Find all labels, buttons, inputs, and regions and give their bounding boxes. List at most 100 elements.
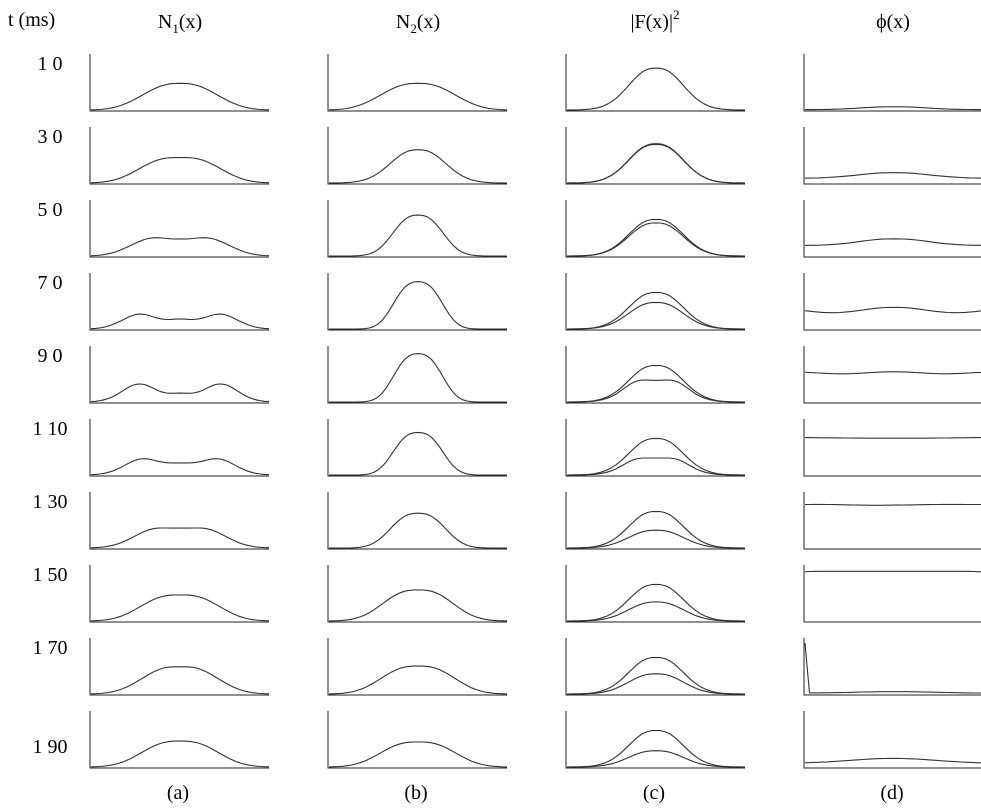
axis-f-squared-row-4 [565, 273, 745, 331]
panels [89, 54, 981, 769]
curve-f-squared-row-3-1 [566, 218, 746, 257]
axis-phi-row-2 [803, 127, 981, 185]
curve-f-squared-row-5-2 [567, 379, 745, 403]
axis-n2-row-5 [327, 346, 507, 404]
axis-f-squared-row-7 [565, 492, 745, 550]
curve-phi-row-4-1 [804, 306, 981, 314]
axis-n2-row-9 [327, 638, 507, 696]
curve-phi-row-1-1 [805, 106, 981, 111]
axis-n1-row-7 [89, 492, 269, 550]
curve-n1-row-7-1 [90, 527, 270, 549]
curve-n1-row-10-1 [90, 740, 270, 768]
curve-f-squared-row-2-2 [566, 143, 746, 184]
curve-f-squared-row-4-1 [566, 291, 746, 330]
row-label-70: 7 0 [38, 272, 63, 294]
axis-n2-row-1 [327, 54, 507, 112]
axis-phi-row-1 [803, 54, 981, 112]
axis-n1-row-1 [89, 54, 269, 112]
curve-f-squared-row-6-2 [567, 457, 745, 476]
axis-phi-row-5 [803, 346, 981, 404]
axis-n2-row-10 [327, 711, 507, 769]
curve-n1-row-4-1 [90, 313, 270, 330]
axis-n1-row-2 [89, 127, 269, 185]
axis-f-squared-row-10 [565, 711, 745, 769]
curve-n1-row-2-1 [90, 157, 270, 184]
curve-f-squared-row-7-1 [566, 510, 746, 549]
curve-phi-row-2-1 [804, 172, 981, 179]
axis-n1-row-4 [89, 273, 269, 331]
row-label-150: 1 50 [33, 564, 68, 586]
axis-n2-row-2 [327, 127, 507, 185]
curve-n2-row-9-1 [328, 665, 508, 695]
curve-phi-row-5-1 [804, 371, 981, 375]
curve-n1-row-3-1 [90, 237, 270, 257]
curve-f-squared-row-10-2 [567, 750, 745, 768]
axis-phi-row-3 [803, 200, 981, 258]
column-header-n2: N2(x) [396, 11, 440, 36]
axis-n2-row-7 [327, 492, 507, 550]
curve-f-squared-row-1-1 [566, 67, 746, 111]
axis-n2-row-3 [327, 200, 507, 258]
axis-n2-row-6 [327, 419, 507, 477]
axis-f-squared-row-5 [565, 346, 745, 404]
axis-phi-row-6 [803, 419, 981, 477]
curve-n2-row-1-1 [328, 82, 508, 111]
column-header-n1: N1(x) [158, 11, 202, 36]
row-label-10: 1 0 [38, 53, 63, 75]
axis-n1-row-3 [89, 200, 269, 258]
axis-phi-row-9 [803, 638, 981, 696]
curve-f-squared-row-8-2 [567, 601, 745, 622]
curve-f-squared-row-10-1 [566, 729, 746, 768]
axis-n1-row-6 [89, 419, 269, 477]
curve-f-squared-row-6-1 [566, 437, 746, 476]
curve-f-squared-row-4-2 [567, 301, 745, 330]
curve-f-squared-row-2-1 [566, 143, 746, 184]
curve-n2-row-2-1 [328, 149, 508, 184]
row-label-170: 1 70 [33, 637, 68, 659]
row-label-90: 9 0 [38, 345, 63, 367]
row-label-110: 1 10 [33, 418, 68, 440]
axis-n2-row-8 [327, 565, 507, 623]
curve-n1-row-1-1 [90, 82, 270, 111]
axis-phi-row-4 [803, 273, 981, 331]
curve-phi-row-9-1 [804, 643, 981, 694]
row-label-190: 1 90 [33, 736, 68, 758]
curve-f-squared-row-8-1 [566, 583, 746, 622]
curve-n1-row-9-1 [90, 666, 270, 695]
curve-n2-row-7-1 [329, 512, 507, 549]
axis-f-squared-row-3 [565, 200, 745, 258]
axis-phi-row-7 [803, 492, 981, 550]
curve-n1-row-6-1 [90, 458, 270, 476]
subfigure-label-c: (c) [643, 782, 665, 804]
subfigure-label-b: (b) [404, 782, 427, 804]
curve-phi-row-8-1 [804, 570, 981, 573]
subfigure-label-a: (a) [167, 782, 189, 804]
column-header-f-squared: |F(x)|2 [631, 7, 680, 33]
axis-n1-row-8 [89, 565, 269, 623]
axis-f-squared-row-6 [565, 419, 745, 477]
row-label-130: 1 30 [33, 491, 68, 513]
curve-f-squared-row-5-1 [566, 364, 746, 403]
curve-n2-row-3-1 [329, 214, 507, 257]
curve-n2-row-10-1 [328, 741, 508, 768]
curve-f-squared-row-7-2 [567, 529, 745, 549]
time-axis-header: t (ms) [8, 9, 55, 31]
curve-f-squared-row-9-2 [567, 673, 745, 695]
axis-n1-row-5 [89, 346, 269, 404]
curve-phi-row-7-1 [805, 503, 981, 506]
axis-f-squared-row-9 [565, 638, 745, 696]
row-label-50: 5 0 [38, 199, 63, 221]
curve-n2-row-4-1 [329, 281, 507, 330]
curve-n1-row-8-1 [90, 594, 270, 622]
curve-n2-row-8-1 [328, 589, 508, 622]
curve-n1-row-5-1 [90, 383, 270, 403]
axis-f-squared-row-8 [565, 565, 745, 623]
row-labels: 1 0 3 0 5 0 7 0 9 0 1 10 1 30 1 50 1 70 … [33, 53, 68, 758]
curve-phi-row-6-1 [805, 436, 981, 439]
axis-n1-row-10 [89, 711, 269, 769]
axis-f-squared-row-2 [565, 127, 745, 185]
axis-n2-row-4 [327, 273, 507, 331]
curve-n2-row-5-1 [329, 353, 507, 403]
subfigure-label-d: (d) [880, 782, 903, 804]
